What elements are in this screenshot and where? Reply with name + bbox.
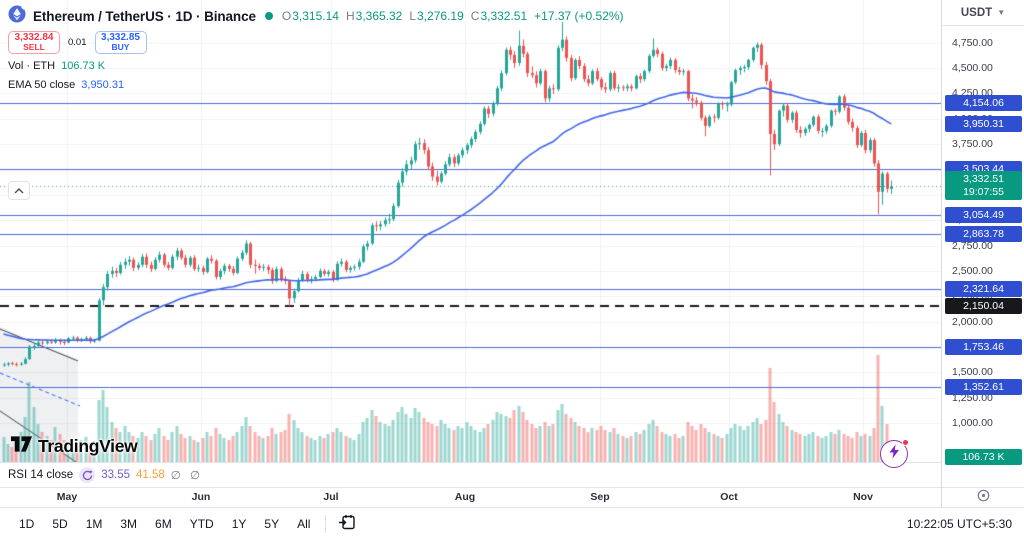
price-level-badge: 1,753.46	[945, 338, 1022, 355]
ohlc-legend: O3,315.14 H3,365.32 L3,276.19 C3,332.51 …	[281, 9, 624, 23]
calendar-icon	[338, 513, 356, 536]
time-axis[interactable]: May Jun Jul Aug Sep Oct Nov	[0, 487, 941, 507]
range-button-5y[interactable]: 5Y	[264, 517, 280, 531]
ema-legend: EMA 50 close 3,950.31	[8, 78, 125, 91]
price-chart-canvas[interactable]	[0, 0, 941, 462]
volume-badge: 106.73 K	[945, 449, 1022, 465]
tradingview-watermark: TradingView	[10, 434, 138, 459]
tradingview-logo-icon	[10, 434, 33, 459]
price-level-badge: 4,154.06	[945, 95, 1022, 112]
range-button-1d[interactable]: 1D	[19, 517, 35, 531]
sell-button[interactable]: 3,332.84 SELL	[8, 31, 60, 54]
currency-label: USDT	[960, 6, 993, 19]
price-tick-label: 2,750.00	[952, 239, 993, 252]
chart-pane: Ethereum / TetherUS · 1D · Binance O3,31…	[0, 0, 941, 468]
ohlc-change: +17.37 (+0.52%)	[534, 9, 624, 23]
sell-price: 3,332.84	[14, 31, 54, 43]
buy-price: 3,332.85	[101, 31, 140, 43]
price-level-badge: 2,150.04	[945, 298, 1022, 315]
range-button-3m[interactable]: 3M	[120, 517, 138, 531]
ema-value: 3,950.31	[81, 78, 125, 91]
month-label-jun: Jun	[191, 491, 211, 503]
price-tick-label: 3,750.00	[952, 138, 993, 151]
price-level-badge: 1,352.61	[945, 379, 1022, 396]
price-axis[interactable]: USDT ▼ 4,750.004,500.004,250.004,000.003…	[941, 0, 1024, 507]
ohlc-low: 3,276.19	[417, 9, 464, 23]
refresh-icon[interactable]	[79, 467, 96, 483]
symbol-title[interactable]: Ethereum / TetherUS · 1D · Binance	[33, 8, 256, 24]
clock[interactable]: 10:22:05 UTC+5:30	[906, 517, 1012, 531]
ohlc-close: 3,332.51	[480, 9, 528, 23]
rsi-legend-label: RSI 14 close	[8, 469, 74, 481]
volume-legend: Vol · ETH 106.73 K	[8, 59, 106, 72]
range-button-all[interactable]: All	[297, 517, 311, 531]
range-button-1m[interactable]: 1M	[85, 517, 103, 531]
range-button-1y[interactable]: 1Y	[231, 517, 247, 531]
spread-value: 0.01	[68, 37, 87, 48]
rsi-value: 33.55	[101, 469, 130, 481]
timezone-settings-icon[interactable]	[977, 489, 990, 507]
lightning-icon	[888, 444, 901, 464]
ohlc-high: 3,365.32	[355, 9, 403, 23]
toolbar-divider	[325, 515, 327, 533]
collapse-pane-button[interactable]	[8, 181, 30, 200]
time-axis-corner	[942, 487, 1024, 507]
rsi-ma-value: 41.58	[135, 469, 165, 481]
volume-value: 106.73 K	[61, 59, 106, 72]
price-level-badge: 3,950.31	[945, 115, 1022, 132]
last-price-badge: 3,332.51 19:07:55	[945, 171, 1022, 201]
rsi-empty-values: ∅ ∅	[170, 470, 203, 482]
price-level-badge: 2,863.78	[945, 226, 1022, 242]
price-level-badge: 3,054.49	[945, 206, 1022, 223]
price-tick-label: 4,750.00	[952, 36, 993, 49]
bottom-toolbar: 1D 5D 1M 3M 6M YTD 1Y 5Y All 10:22:05 UTC+5:30	[0, 507, 1024, 540]
month-label-sep: Sep	[590, 491, 610, 503]
month-label-nov: Nov	[853, 491, 873, 503]
rsi-pane: RSI 14 close 33.55 41.58 ∅ ∅	[0, 462, 941, 487]
goto-date-button[interactable]	[334, 512, 360, 536]
chevron-up-icon	[13, 182, 25, 200]
price-tick-label: 2,000.00	[952, 315, 993, 328]
price-tick-label: 4,500.00	[952, 62, 993, 75]
price-tick-label: 1,000.00	[952, 417, 993, 430]
range-button-ytd[interactable]: YTD	[189, 517, 214, 531]
price-tick-label: 2,500.00	[952, 264, 993, 277]
ohlc-open: 3,315.14	[292, 9, 339, 23]
range-button-6m[interactable]: 6M	[155, 517, 172, 531]
notification-dot	[902, 439, 909, 446]
watermark-text: TradingView	[38, 436, 138, 456]
market-status-dot[interactable]	[264, 12, 273, 20]
quick-trade-button[interactable]	[880, 439, 909, 469]
chart-legend: Ethereum / TetherUS · 1D · Binance O3,31…	[8, 5, 624, 200]
month-label-oct: Oct	[720, 491, 738, 503]
month-label-aug: Aug	[454, 491, 476, 503]
month-label-jul: Jul	[323, 491, 339, 503]
month-label-may: May	[56, 491, 78, 503]
buy-button[interactable]: 3,332.85 BUY	[94, 31, 147, 54]
price-tick-label: 1,500.00	[952, 366, 993, 379]
chevron-down-icon: ▼	[997, 8, 1006, 17]
ethereum-logo-icon	[8, 5, 26, 28]
range-button-5d[interactable]: 5D	[52, 517, 68, 531]
price-level-badge: 2,321.64	[945, 281, 1022, 297]
currency-toggle[interactable]: USDT ▼	[942, 0, 1024, 26]
